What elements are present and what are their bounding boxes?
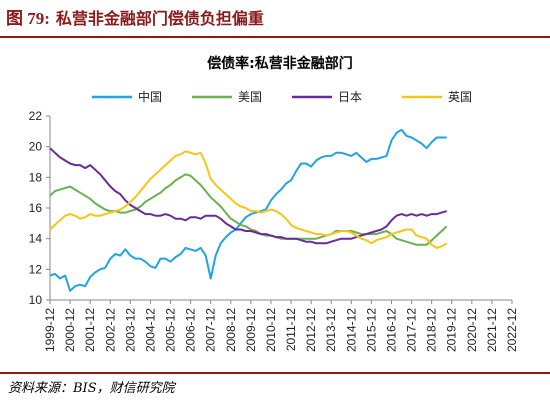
x-tick-label: 2008-12: [224, 308, 238, 352]
x-tick-label: 2011-12: [284, 308, 298, 351]
x-tick-label: 2002-12: [103, 308, 117, 352]
chart-title: 偿债率:私营非金融部门: [207, 55, 353, 72]
x-tick-label: 2018-12: [425, 308, 439, 352]
figure-title-text: 私营非金融部门偿债负担偏重: [55, 9, 264, 28]
footer-rule: [0, 372, 550, 374]
y-tick-label: 20: [29, 140, 43, 154]
x-tick-label: 2016-12: [384, 308, 398, 352]
figure-number: 图 79:: [6, 9, 50, 28]
x-tick-label: 2013-12: [324, 308, 338, 352]
x-tick-label: 2000-12: [63, 308, 77, 352]
x-tick-label: 2005-12: [164, 308, 178, 352]
x-tick-label: 2021-12: [485, 308, 499, 352]
x-tick-label: 2007-12: [204, 308, 218, 352]
y-tick-label: 18: [29, 170, 43, 184]
x-tick-label: 2014-12: [344, 308, 358, 352]
legend-label: 日本: [338, 90, 362, 104]
source-note: 资料来源：BIS，财信研究院: [8, 381, 175, 396]
x-tick-label: 2022-12: [505, 308, 519, 352]
axes: 10 12 14 16 18 20 22 1999-12 2000-12 2001-12 2002-…: [29, 109, 519, 352]
x-tick-label: 2004-12: [143, 308, 157, 352]
debt-service-ratio-chart: 偿债率:私营非金融部门 中国 美国 日本 英国 10 12 14 16 18 20 22 1999-…: [29, 55, 519, 352]
title-rule: [0, 36, 550, 38]
legend: 中国 美国 日本 英国: [92, 89, 472, 104]
series-line-日本: [49, 147, 447, 245]
x-tick-label: 2009-12: [244, 308, 258, 352]
x-tick-label: 2019-12: [445, 308, 459, 352]
legend-label: 英国: [448, 90, 472, 104]
x-tick-label: 2010-12: [264, 308, 278, 352]
x-tick-label: 1999-12: [43, 308, 57, 352]
x-tick-label: 2001-12: [83, 308, 97, 352]
y-tick-label: 10: [29, 293, 43, 307]
series-line-中国: [49, 128, 447, 292]
x-tick-label: 2012-12: [304, 308, 318, 352]
legend-label: 中国: [138, 89, 162, 104]
series-line-英国: [49, 150, 448, 249]
x-tick-label: 2020-12: [465, 308, 479, 352]
x-tick-label: 2017-12: [405, 308, 419, 352]
x-tick-label: 2003-12: [123, 308, 137, 352]
figure-title: 图 79: 私营非金融部门偿债负担偏重: [6, 4, 264, 34]
series-lines: [49, 128, 448, 292]
y-tick-label: 14: [29, 232, 43, 246]
x-tick-label: 2015-12: [364, 308, 378, 352]
y-tick-label: 16: [29, 201, 43, 215]
legend-label: 美国: [238, 90, 262, 104]
y-tick-label: 22: [29, 109, 43, 123]
x-tick-label: 2006-12: [184, 308, 198, 352]
y-tick-label: 12: [29, 262, 43, 276]
